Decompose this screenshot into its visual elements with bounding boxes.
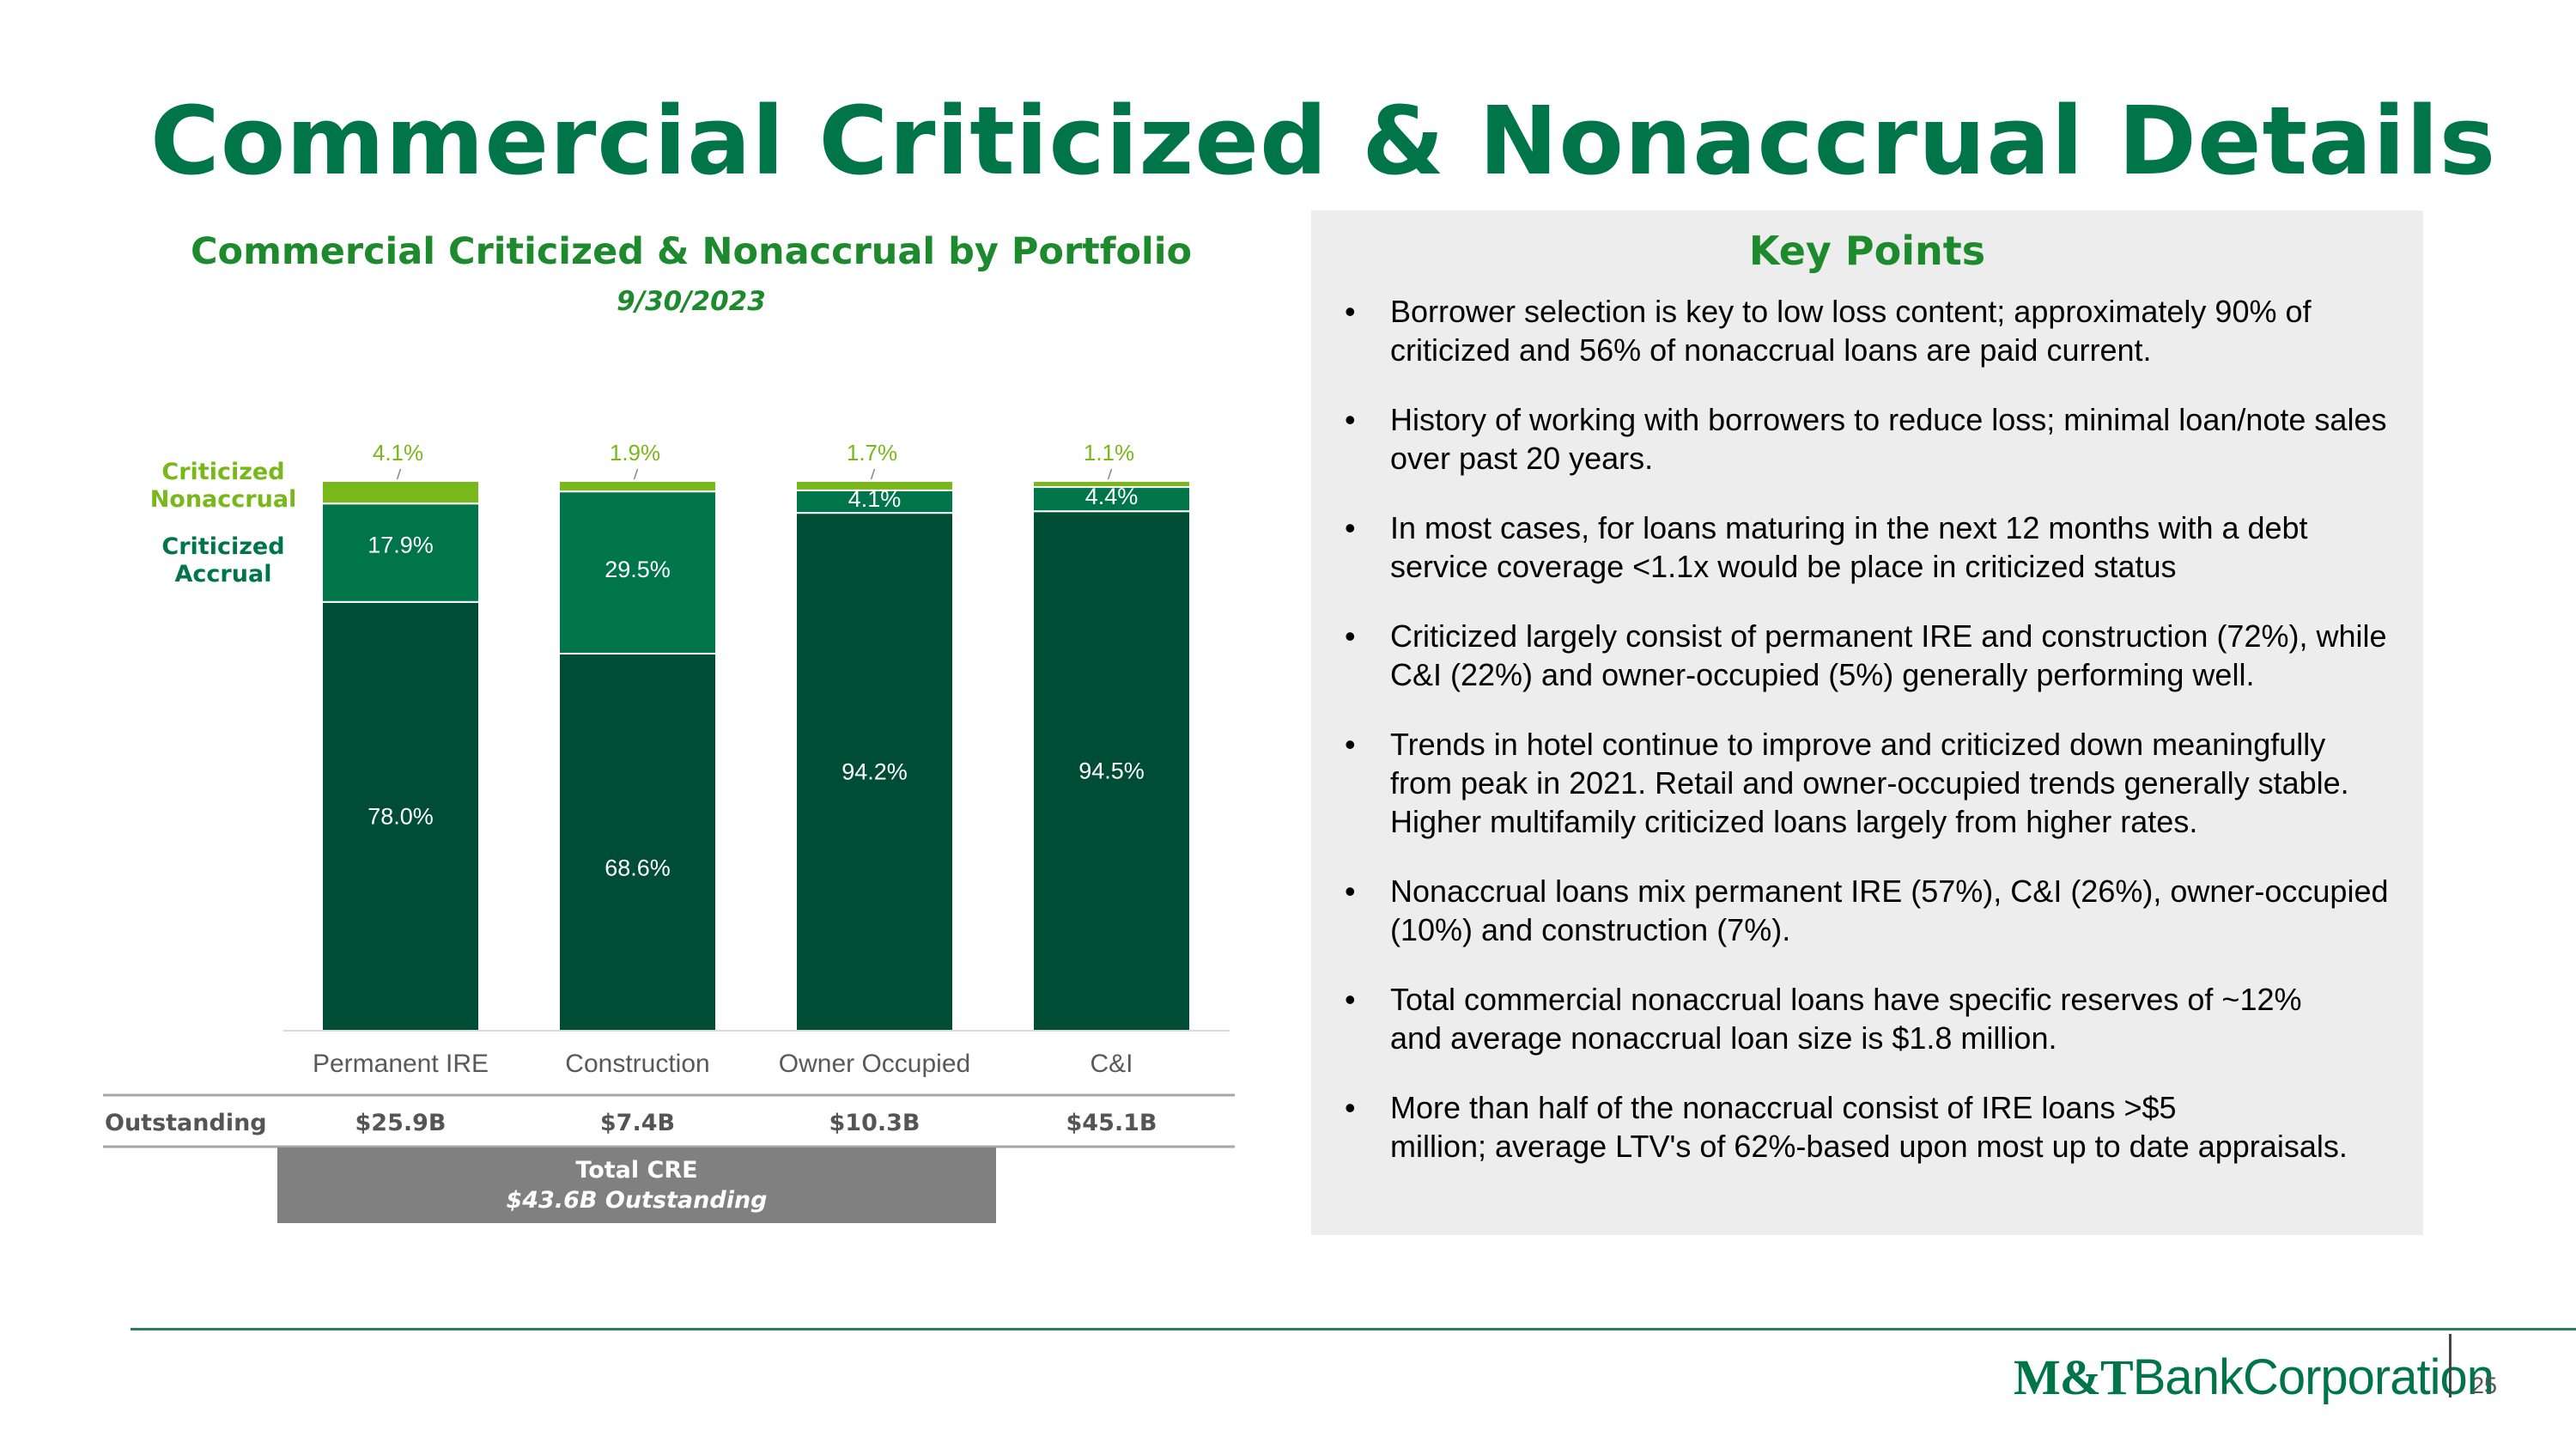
key-point-line: service coverage <1.1x would be place in… bbox=[1390, 549, 2177, 584]
bar-segment bbox=[1032, 480, 1191, 489]
key-point-item: • Trends in hotel continue to improve and… bbox=[1333, 725, 2410, 841]
category-label: Owner Occupied bbox=[779, 1050, 970, 1078]
key-point-line: Criticized largely consist of permanent … bbox=[1390, 618, 2387, 654]
company-logo: M&TBankCorporation bbox=[2014, 1349, 2494, 1406]
key-point-line: and average nonaccrual loan size is $1.8… bbox=[1390, 1020, 2057, 1056]
key-point-item: • Borrower selection is key to low loss c… bbox=[1333, 292, 2410, 369]
bullet-icon: • bbox=[1345, 874, 1356, 909]
data-label: 4.1% bbox=[373, 440, 423, 466]
key-point-line: over past 20 years. bbox=[1390, 441, 1654, 476]
data-label: 17.9% bbox=[368, 533, 434, 558]
key-point-line: History of working with borrowers to red… bbox=[1390, 402, 2387, 437]
data-label: 1.1% bbox=[1084, 440, 1134, 466]
bullet-icon: • bbox=[1345, 982, 1356, 1017]
category-label: C&I bbox=[1090, 1050, 1133, 1078]
key-points-list: • Borrower selection is key to low loss c… bbox=[1333, 292, 2410, 1196]
leader-line bbox=[1107, 468, 1113, 480]
key-point-item: • More than half of the nonaccrual consis… bbox=[1333, 1088, 2410, 1166]
key-point-line: criticized and 56% of nonaccrual loans a… bbox=[1390, 332, 2152, 368]
bar-segment bbox=[321, 600, 480, 1032]
key-point-line: C&I (22%) and owner-occupied (5%) genera… bbox=[1390, 657, 2255, 692]
key-point-line: from peak in 2021. Retail and owner-occu… bbox=[1390, 765, 2349, 801]
outstanding-value: $45.1B bbox=[1066, 1110, 1157, 1136]
legend-label: Criticized bbox=[161, 459, 284, 485]
total-cre-label: Total CRE bbox=[575, 1157, 698, 1184]
bar-segment bbox=[795, 480, 954, 491]
leader-line bbox=[396, 468, 402, 480]
legend-label: Accrual bbox=[175, 561, 272, 588]
chart-title: Commercial Criticized & Nonaccrual by Po… bbox=[190, 230, 1193, 273]
bar-segment bbox=[321, 480, 480, 505]
category-label: Permanent IRE bbox=[313, 1050, 489, 1078]
key-point-line: In most cases, for loans maturing in the… bbox=[1390, 510, 2308, 545]
stacked-bar-chart: 78.0% 17.9% 4.1% Permanent IRE $25.9B 68.6% 29… bbox=[103, 440, 1235, 1148]
leader-line bbox=[633, 468, 639, 480]
key-point-line: million; average LTV's of 62%-based upon… bbox=[1390, 1129, 2348, 1164]
bar-segment bbox=[321, 502, 480, 603]
outstanding-value: $7.4B bbox=[600, 1110, 675, 1136]
logo-mt: M&T bbox=[2014, 1349, 2134, 1405]
key-points-title: Key Points bbox=[1748, 228, 1986, 274]
bullet-icon: • bbox=[1345, 402, 1356, 437]
legend-label: Nonaccrual bbox=[150, 486, 297, 513]
data-label: 94.2% bbox=[841, 759, 908, 785]
data-label: 29.5% bbox=[605, 557, 671, 582]
legend-label: Criticized bbox=[161, 533, 284, 560]
key-point-line: Higher multifamily criticized loans larg… bbox=[1390, 804, 2198, 839]
category-label: Construction bbox=[565, 1050, 709, 1078]
key-point-line: Total commercial nonaccrual loans have s… bbox=[1390, 982, 2302, 1017]
logo-bank: Bank bbox=[2132, 1349, 2244, 1405]
bar-segment bbox=[558, 652, 717, 1032]
page-number: 25 bbox=[2471, 1373, 2498, 1398]
key-point-item: • Nonaccrual loans mix permanent IRE (57%… bbox=[1333, 872, 2410, 949]
bullet-icon: • bbox=[1345, 618, 1356, 654]
bullet-icon: • bbox=[1345, 294, 1356, 329]
data-label: 1.9% bbox=[610, 440, 660, 466]
data-label: 4.4% bbox=[1085, 484, 1139, 509]
data-label: 1.7% bbox=[847, 440, 897, 466]
footer-rule bbox=[131, 1328, 2576, 1330]
key-point-line: Trends in hotel continue to improve and … bbox=[1390, 727, 2326, 762]
key-point-line: More than half of the nonaccrual consist… bbox=[1390, 1090, 2177, 1125]
bar-segment bbox=[1032, 486, 1191, 513]
bullet-icon: • bbox=[1345, 1090, 1356, 1125]
outstanding-value: $25.9B bbox=[355, 1110, 447, 1136]
bullet-icon: • bbox=[1345, 510, 1356, 545]
data-label: 68.6% bbox=[605, 855, 671, 880]
leader-line bbox=[870, 468, 876, 480]
bullet-icon: • bbox=[1345, 727, 1356, 762]
outstanding-label: Outstanding bbox=[105, 1110, 267, 1136]
chart-date: 9/30/2023 bbox=[617, 286, 766, 317]
key-point-line: Borrower selection is key to low loss co… bbox=[1390, 294, 2312, 329]
total-cre-value: $43.6B Outstanding bbox=[506, 1187, 768, 1214]
logo-corporation: Corporation bbox=[2242, 1349, 2494, 1405]
page-title: Commercial Criticized & Nonaccrual Detai… bbox=[150, 86, 2497, 196]
key-point-item: • Total commercial nonaccrual loans have … bbox=[1333, 980, 2410, 1057]
key-point-item: • History of working with borrowers to re… bbox=[1333, 400, 2410, 478]
data-label: 94.5% bbox=[1078, 758, 1145, 784]
total-cre-box: Total CRE $43.6B Outstanding bbox=[277, 1148, 996, 1223]
key-points-panel: Key Points • Borrower selection is key to… bbox=[1311, 210, 2423, 1235]
key-point-line: Nonaccrual loans mix permanent IRE (57%)… bbox=[1390, 874, 2389, 909]
key-point-line: (10%) and construction (7%). bbox=[1390, 912, 1791, 947]
bar-segment bbox=[558, 490, 717, 654]
bar-segment bbox=[558, 480, 717, 493]
data-label: 78.0% bbox=[368, 803, 434, 829]
key-point-item: • In most cases, for loans maturing in th… bbox=[1333, 508, 2410, 586]
footer-divider bbox=[2449, 1334, 2451, 1397]
key-point-item: • Criticized largely consist of permanent… bbox=[1333, 617, 2410, 694]
outstanding-value: $10.3B bbox=[829, 1110, 920, 1136]
